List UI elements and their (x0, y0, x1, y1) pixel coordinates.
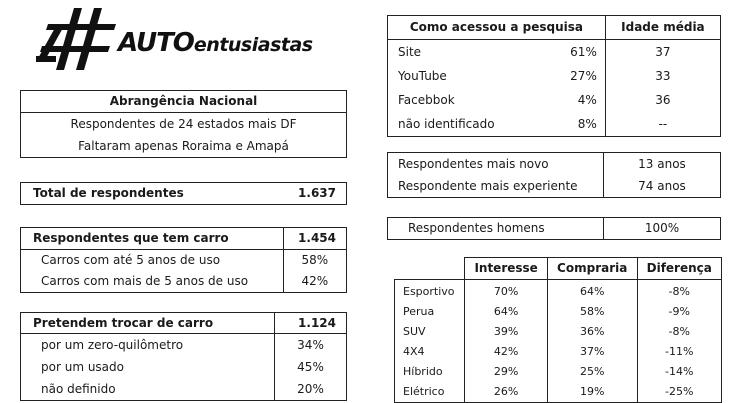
abrangencia-title: Abrangência Nacional (20, 90, 347, 113)
preferencias-table: Interesse Compraria Diferença Esportivo … (393, 257, 723, 403)
carro-row-value: 58% (282, 249, 347, 271)
preferencias-header: Diferença (636, 257, 723, 280)
preferencia-interesse: 26% (464, 382, 548, 403)
acesso-table: Como acessou a pesquisa Idade média Site… (387, 15, 721, 137)
brand-auto: AUTO (118, 28, 195, 58)
acesso-age: 37 (604, 39, 721, 64)
preferencias-header: Interesse (464, 257, 548, 280)
idade-label: Respondentes mais novo (398, 157, 549, 171)
acesso-pct: 8% (577, 117, 597, 131)
trocar-row-value: 34% (274, 333, 347, 356)
preferencia-diferenca: -11% (636, 342, 723, 362)
acesso-source: YouTube (398, 69, 447, 83)
trocar-row-label: por um usado (41, 360, 124, 374)
idade-value: 13 anos (603, 152, 721, 175)
abrangencia-line-1: Respondentes de 24 estados mais DF (70, 117, 297, 131)
idades-table: Respondentes mais novo 13 anos Responden… (387, 152, 721, 198)
preferencia-compraria: 58% (546, 302, 638, 322)
carro-row-value: 42% (282, 271, 347, 293)
hash-mark-icon (36, 8, 116, 70)
acesso-source: não identificado (398, 117, 495, 131)
preferencia-category: Híbrido (393, 362, 466, 382)
trocar-row-value: 20% (274, 378, 347, 401)
homens-value: 100% (603, 217, 721, 240)
trocar-row-value: 45% (274, 356, 347, 378)
preferencia-diferenca: -8% (636, 322, 723, 342)
brand-entusiastas: entusiastas (193, 34, 313, 56)
preferencia-interesse: 70% (464, 279, 548, 302)
brand-wordmark: AUTOentusiastas (118, 28, 313, 58)
carro-row-label: Carros com até 5 anos de uso (41, 253, 221, 267)
preferencia-compraria: 64% (546, 279, 638, 302)
acesso-source: Site (398, 45, 422, 59)
total-label: Total de respondentes (33, 186, 184, 200)
trocar-label: Pretendem trocar de carro (20, 312, 275, 334)
preferencias-header: Compraria (546, 257, 638, 280)
total-value: 1.637 (298, 186, 336, 200)
trocar-row-label: por um zero-quilômetro (41, 338, 184, 352)
acesso-pct: 27% (570, 69, 597, 83)
preferencia-category: Elétrico (393, 382, 466, 403)
preferencias-corner (394, 257, 465, 280)
preferencia-diferenca: -8% (636, 279, 723, 302)
trocar-row-label: não definido (41, 382, 116, 396)
preferencia-diferenca: -25% (636, 382, 723, 403)
acesso-pct: 61% (570, 45, 597, 59)
abrangencia-table: Abrangência Nacional Respondentes de 24 … (20, 90, 347, 158)
trocar-value: 1.124 (274, 312, 347, 334)
preferencia-category: SUV (393, 322, 466, 342)
acesso-source: Facebbok (398, 93, 455, 107)
preferencia-compraria: 19% (546, 382, 638, 403)
acesso-header-source: Como acessou a pesquisa (387, 15, 606, 40)
total-table: Total de respondentes 1.637 (20, 182, 347, 205)
preferencia-diferenca: -9% (636, 302, 723, 322)
preferencia-category: Esportivo (393, 279, 466, 302)
acesso-age: -- (604, 112, 721, 137)
preferencia-category: 4X4 (393, 342, 466, 362)
preferencia-compraria: 36% (546, 322, 638, 342)
preferencia-interesse: 64% (464, 302, 548, 322)
carro-row-label: Carros com mais de 5 anos de uso (41, 274, 249, 288)
preferencia-diferenca: -14% (636, 362, 723, 382)
idade-value: 74 anos (603, 175, 721, 198)
preferencia-compraria: 25% (546, 362, 638, 382)
carro-table: Respondentes que tem carro 1.454 Carros … (20, 227, 347, 293)
acesso-age: 36 (604, 88, 721, 112)
carro-label: Respondentes que tem carro (20, 227, 284, 250)
abrangencia-line-2: Faltaram apenas Roraima e Amapá (78, 139, 289, 153)
preferencia-interesse: 42% (464, 342, 548, 362)
homens-table: Respondentes homens 100% (387, 217, 721, 240)
carro-value: 1.454 (282, 227, 347, 250)
idade-label: Respondente mais experiente (398, 179, 578, 193)
preferencia-interesse: 29% (464, 362, 548, 382)
acesso-header-age: Idade média (604, 15, 721, 40)
trocar-table: Pretendem trocar de carro 1.124 por um z… (20, 312, 347, 401)
acesso-age: 33 (604, 64, 721, 88)
preferencia-interesse: 39% (464, 322, 548, 342)
preferencia-compraria: 37% (546, 342, 638, 362)
homens-label: Respondentes homens (408, 221, 545, 235)
acesso-pct: 4% (577, 93, 597, 107)
autoentusiastas-logo: AUTOentusiastas (30, 6, 350, 72)
preferencia-category: Perua (393, 302, 466, 322)
